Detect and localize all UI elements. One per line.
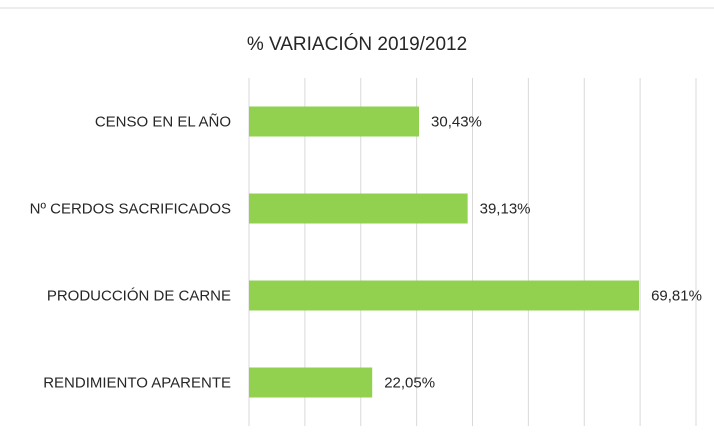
bar: [249, 106, 420, 137]
data-label: 22,05%: [384, 374, 435, 391]
y-tick-label: PRODUCCIÓN DE CARNE: [47, 287, 231, 304]
data-label: 30,43%: [431, 113, 482, 130]
data-label: 69,81%: [651, 287, 702, 304]
y-tick-label: Nº CERDOS SACRIFICADOS: [30, 200, 231, 217]
bar: [249, 193, 468, 224]
chart-title: % VARIACIÓN 2019/2012: [247, 33, 467, 55]
bar: [249, 280, 640, 311]
y-tick-label: CENSO EN EL AÑO: [95, 113, 231, 130]
bar: [249, 367, 373, 398]
y-tick-label: RENDIMIENTO APARENTE: [43, 374, 231, 391]
data-label: 39,13%: [480, 200, 531, 217]
